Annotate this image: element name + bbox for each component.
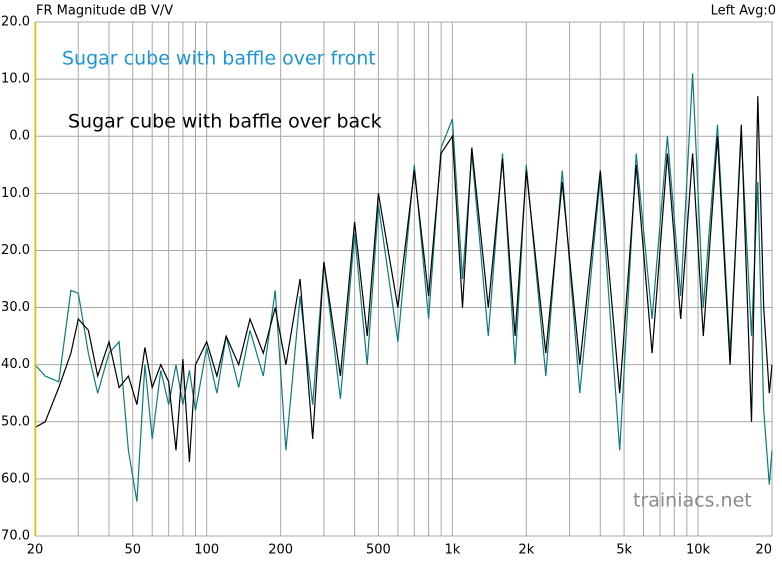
y-tick-label: 10.0 xyxy=(1,186,30,201)
x-tick-label: 20 xyxy=(755,543,772,558)
x-tick-label: 1k xyxy=(444,543,460,558)
x-tick-label: 5k xyxy=(616,543,632,558)
y-tick-label: 0.0 xyxy=(9,129,30,144)
y-tick-label: 20.0 xyxy=(1,15,30,30)
y-tick-label: 10.0 xyxy=(1,72,30,87)
legend-entry: Sugar cube with baffle over back xyxy=(68,111,382,133)
x-tick-label: 20 xyxy=(27,543,44,558)
x-tick-label: 500 xyxy=(366,543,391,558)
y-tick-label: 50.0 xyxy=(1,414,30,429)
legend-entry: Sugar cube with baffle over front xyxy=(62,48,376,70)
status-text: Left Avg:0 xyxy=(711,4,776,19)
y-tick-label: 30.0 xyxy=(1,300,30,315)
chart-title: FR Magnitude dB V/V xyxy=(36,4,173,19)
y-tick-label: 70.0 xyxy=(1,529,30,544)
x-tick-label: 50 xyxy=(124,543,141,558)
x-tick-label: 10k xyxy=(686,543,711,558)
y-tick-label: 20.0 xyxy=(1,243,30,258)
x-tick-label: 200 xyxy=(268,543,293,558)
x-tick-label: 2k xyxy=(518,543,534,558)
x-tick-label: 100 xyxy=(194,543,219,558)
series-line xyxy=(34,73,773,502)
watermark: trainiacs.net xyxy=(633,490,752,512)
y-tick-label: 60.0 xyxy=(1,471,30,486)
y-tick-label: 40.0 xyxy=(1,357,30,372)
series-line xyxy=(34,96,773,462)
